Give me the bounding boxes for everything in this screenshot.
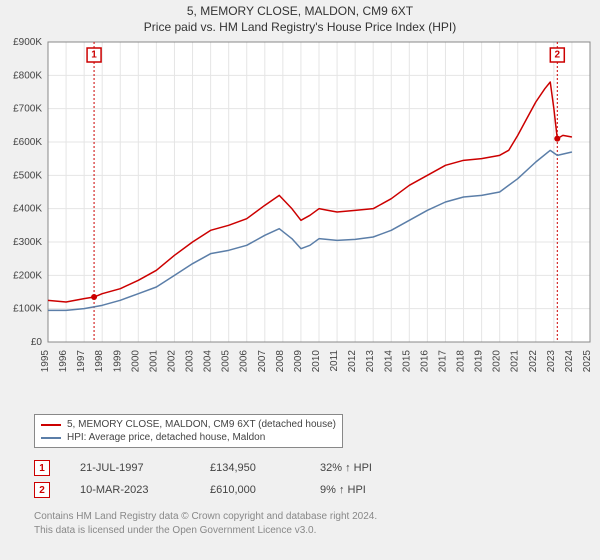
chart-svg: £0 £100K £200K £300K £400K £500K £600K £700K £80… — [0, 38, 600, 398]
svg-text:2007: 2007 — [257, 350, 268, 373]
legend-label: HPI: Average price, detached house, Mald… — [67, 432, 265, 443]
data-point-date: 21-JUL-1997 — [80, 462, 180, 474]
svg-text:£100K: £100K — [13, 304, 42, 315]
svg-text:2023: 2023 — [546, 350, 557, 373]
chart: £0 £100K £200K £300K £400K £500K £600K £700K £80… — [0, 38, 600, 398]
svg-text:2: 2 — [555, 50, 561, 61]
svg-text:2014: 2014 — [383, 350, 394, 373]
svg-text:2017: 2017 — [437, 350, 448, 373]
svg-text:£200K: £200K — [13, 270, 42, 281]
svg-text:£400K: £400K — [13, 204, 42, 215]
svg-text:£0: £0 — [31, 337, 43, 348]
chart-panel: 5, MEMORY CLOSE, MALDON, CM9 6XT Price p… — [0, 0, 600, 560]
legend-swatch — [41, 424, 61, 426]
data-point-hpi: 32% ↑ HPI — [320, 462, 410, 474]
svg-text:1995: 1995 — [40, 350, 51, 373]
footer: Contains HM Land Registry data © Crown c… — [34, 510, 377, 537]
svg-text:2005: 2005 — [221, 350, 232, 373]
svg-text:2016: 2016 — [419, 350, 430, 373]
legend-item: HPI: Average price, detached house, Mald… — [41, 431, 336, 444]
svg-text:2006: 2006 — [239, 350, 250, 373]
svg-text:£700K: £700K — [13, 104, 42, 115]
legend-item: 5, MEMORY CLOSE, MALDON, CM9 6XT (detach… — [41, 418, 336, 431]
svg-text:2011: 2011 — [329, 350, 340, 372]
data-point-row: 1 21-JUL-1997 £134,950 32% ↑ HPI — [34, 460, 410, 476]
svg-text:2012: 2012 — [347, 350, 358, 373]
svg-text:£300K: £300K — [13, 237, 42, 248]
svg-text:£900K: £900K — [13, 38, 42, 48]
svg-text:1999: 1999 — [112, 350, 123, 373]
svg-text:2013: 2013 — [365, 350, 376, 373]
svg-text:1: 1 — [91, 50, 97, 61]
legend: 5, MEMORY CLOSE, MALDON, CM9 6XT (detach… — [34, 414, 343, 448]
titles: 5, MEMORY CLOSE, MALDON, CM9 6XT Price p… — [0, 0, 600, 34]
svg-text:2003: 2003 — [185, 350, 196, 373]
svg-text:2019: 2019 — [474, 350, 485, 373]
svg-text:1996: 1996 — [58, 350, 69, 373]
footer-line-1: Contains HM Land Registry data © Crown c… — [34, 510, 377, 524]
data-point-price: £610,000 — [210, 484, 290, 496]
svg-text:2001: 2001 — [148, 350, 159, 373]
svg-text:2008: 2008 — [275, 350, 286, 373]
svg-text:2025: 2025 — [582, 350, 593, 373]
data-point-hpi: 9% ↑ HPI — [320, 484, 410, 496]
svg-text:2024: 2024 — [564, 350, 575, 373]
svg-text:1997: 1997 — [76, 350, 87, 373]
svg-text:2002: 2002 — [166, 350, 177, 373]
marker-icon: 1 — [34, 460, 50, 476]
data-point-price: £134,950 — [210, 462, 290, 474]
svg-text:2015: 2015 — [401, 350, 412, 373]
data-point-rows: 1 21-JUL-1997 £134,950 32% ↑ HPI 2 10-MAR-202… — [34, 460, 410, 504]
data-point-row: 2 10-MAR-2023 £610,000 9% ↑ HPI — [34, 482, 410, 498]
svg-text:2022: 2022 — [528, 350, 539, 373]
svg-text:2020: 2020 — [492, 350, 503, 373]
marker-icon: 2 — [34, 482, 50, 498]
subtitle: Price paid vs. HM Land Registry's House … — [0, 20, 600, 34]
svg-text:2000: 2000 — [130, 350, 141, 373]
data-point-date: 10-MAR-2023 — [80, 484, 180, 496]
svg-text:1998: 1998 — [94, 350, 105, 373]
svg-text:£500K: £500K — [13, 170, 42, 181]
svg-text:£800K: £800K — [13, 70, 42, 81]
svg-text:2009: 2009 — [293, 350, 304, 373]
svg-text:2021: 2021 — [510, 350, 521, 373]
footer-line-2: This data is licensed under the Open Gov… — [34, 524, 377, 538]
svg-text:2018: 2018 — [456, 350, 467, 373]
title: 5, MEMORY CLOSE, MALDON, CM9 6XT — [0, 4, 600, 18]
svg-text:£600K: £600K — [13, 137, 42, 148]
legend-box: 5, MEMORY CLOSE, MALDON, CM9 6XT (detach… — [34, 414, 343, 448]
legend-label: 5, MEMORY CLOSE, MALDON, CM9 6XT (detach… — [67, 419, 336, 430]
svg-text:2004: 2004 — [203, 350, 214, 373]
svg-text:2010: 2010 — [311, 350, 322, 373]
legend-swatch — [41, 437, 61, 439]
